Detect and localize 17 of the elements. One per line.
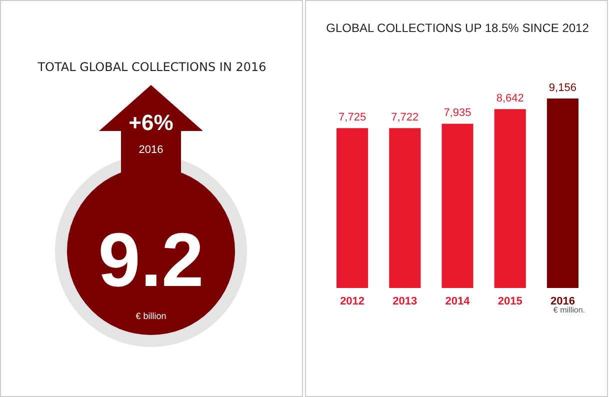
data-label: 7,725	[338, 112, 366, 124]
text: +6%	[128, 110, 174, 135]
x-tick-label: 2016	[550, 296, 575, 308]
data-label: 7,722	[391, 112, 419, 124]
x-tick-label: 2015	[498, 296, 522, 308]
text: € million.	[553, 306, 586, 314]
data-label: 7,935	[444, 107, 472, 120]
text: 9.2	[98, 218, 204, 303]
x-tick-label: 2014	[445, 296, 471, 308]
text: TOTAL GLOBAL COLLECTIONS IN 2016	[36, 60, 266, 74]
text: 2016	[138, 144, 164, 156]
x-tick-label: 2013	[392, 296, 418, 308]
chart-title: GLOBAL COLLECTIONS UP 18.5% SINCE 2012	[326, 21, 590, 35]
data-label: 9,156	[548, 82, 576, 94]
text: € billion	[136, 311, 166, 321]
data-label: 8,642	[496, 92, 524, 105]
x-tick-label: 2012	[340, 296, 365, 308]
